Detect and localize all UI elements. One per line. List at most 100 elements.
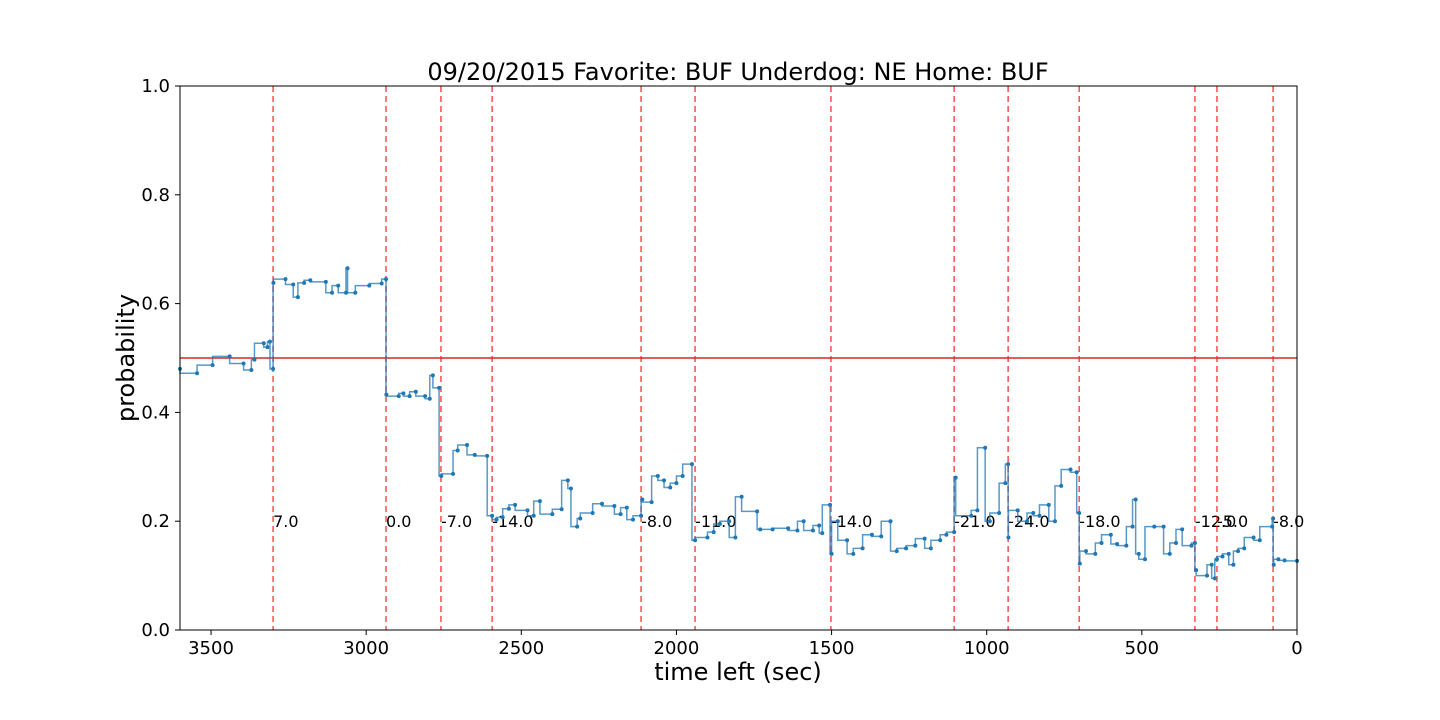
data-point bbox=[1052, 519, 1057, 524]
y-tick-label: 0.4 bbox=[141, 402, 170, 423]
event-label: -8.0 bbox=[641, 512, 672, 531]
data-point bbox=[1025, 519, 1030, 524]
data-point bbox=[922, 536, 927, 541]
data-point bbox=[1180, 527, 1185, 532]
data-point bbox=[330, 290, 335, 295]
data-point bbox=[727, 519, 732, 524]
data-point bbox=[786, 526, 791, 531]
y-tick-label: 0.8 bbox=[141, 185, 170, 206]
data-point bbox=[1133, 497, 1138, 502]
y-tick-label: 0.2 bbox=[141, 511, 170, 532]
data-point bbox=[953, 475, 958, 480]
data-point bbox=[267, 339, 272, 344]
data-point bbox=[423, 394, 428, 399]
data-point bbox=[860, 546, 865, 551]
x-tick-label: 3000 bbox=[343, 638, 389, 659]
data-point bbox=[396, 394, 401, 399]
event-label: -7.0 bbox=[441, 512, 472, 531]
data-point bbox=[975, 508, 980, 513]
data-point bbox=[828, 502, 833, 507]
series-line bbox=[179, 267, 1297, 580]
data-point bbox=[1251, 535, 1256, 540]
data-point bbox=[590, 511, 595, 516]
data-point bbox=[1136, 551, 1141, 556]
data-point bbox=[668, 485, 673, 490]
data-point bbox=[1015, 508, 1020, 513]
data-point bbox=[1220, 554, 1225, 559]
data-point bbox=[1068, 467, 1073, 472]
data-point bbox=[1161, 524, 1166, 529]
data-point bbox=[261, 341, 266, 346]
data-point bbox=[997, 511, 1002, 516]
data-point bbox=[835, 519, 840, 524]
data-point bbox=[265, 345, 270, 350]
data-point bbox=[1003, 481, 1008, 486]
x-tick-label: 1500 bbox=[809, 638, 855, 659]
data-point bbox=[336, 283, 341, 288]
data-point bbox=[559, 507, 564, 512]
x-tick-label: 500 bbox=[1125, 638, 1159, 659]
data-point bbox=[345, 266, 350, 271]
x-axis-label: time left (sec) bbox=[654, 658, 822, 686]
x-tick-label: 3500 bbox=[188, 638, 234, 659]
data-point bbox=[755, 509, 760, 514]
data-point bbox=[1006, 462, 1011, 467]
data-point bbox=[323, 279, 328, 284]
data-point bbox=[717, 521, 722, 526]
data-point bbox=[401, 391, 406, 396]
data-point bbox=[537, 499, 542, 504]
data-point bbox=[801, 519, 806, 524]
data-point bbox=[210, 363, 215, 368]
data-point bbox=[465, 443, 470, 448]
data-point bbox=[1142, 557, 1147, 562]
data-point bbox=[795, 528, 800, 533]
data-point bbox=[494, 517, 499, 522]
data-point bbox=[379, 281, 384, 286]
x-tick-label: 2500 bbox=[498, 638, 544, 659]
data-point bbox=[904, 546, 909, 551]
data-point bbox=[437, 385, 442, 390]
data-point bbox=[195, 371, 200, 376]
event-label: -18.0 bbox=[1079, 512, 1120, 531]
event-label: 0.0 bbox=[386, 512, 411, 531]
data-point bbox=[1192, 540, 1197, 545]
data-point bbox=[283, 277, 288, 282]
data-point bbox=[1271, 562, 1276, 567]
data-point bbox=[1209, 562, 1214, 567]
event-label: -8.0 bbox=[1273, 512, 1304, 531]
data-point bbox=[513, 502, 518, 507]
data-point bbox=[829, 551, 834, 556]
data-point bbox=[711, 530, 716, 535]
data-point bbox=[770, 527, 775, 532]
data-point bbox=[249, 367, 254, 372]
data-point bbox=[271, 280, 276, 285]
y-tick-label: 1.0 bbox=[141, 76, 170, 97]
y-tick-label: 0.0 bbox=[141, 620, 170, 641]
data-point bbox=[733, 535, 738, 540]
data-point bbox=[1099, 540, 1104, 545]
plot-frame bbox=[179, 85, 1298, 631]
data-point bbox=[618, 512, 623, 517]
data-point bbox=[439, 474, 444, 479]
data-point bbox=[1276, 557, 1281, 562]
y-axis-label: probability bbox=[112, 294, 140, 422]
data-point bbox=[612, 503, 617, 508]
data-point bbox=[1124, 543, 1129, 548]
data-point bbox=[252, 357, 257, 362]
data-point bbox=[367, 283, 372, 288]
data-point bbox=[1093, 551, 1098, 556]
event-label: -5.0 bbox=[1217, 512, 1248, 531]
data-point bbox=[1074, 470, 1079, 475]
data-point bbox=[500, 515, 505, 520]
data-point bbox=[1270, 524, 1275, 529]
data-point bbox=[739, 494, 744, 499]
data-point bbox=[490, 513, 495, 518]
data-point bbox=[227, 354, 232, 359]
data-point bbox=[649, 500, 654, 505]
data-point bbox=[969, 513, 974, 518]
data-point bbox=[674, 481, 679, 486]
data-point bbox=[578, 516, 583, 521]
data-point bbox=[944, 532, 949, 537]
data-point bbox=[640, 497, 645, 502]
